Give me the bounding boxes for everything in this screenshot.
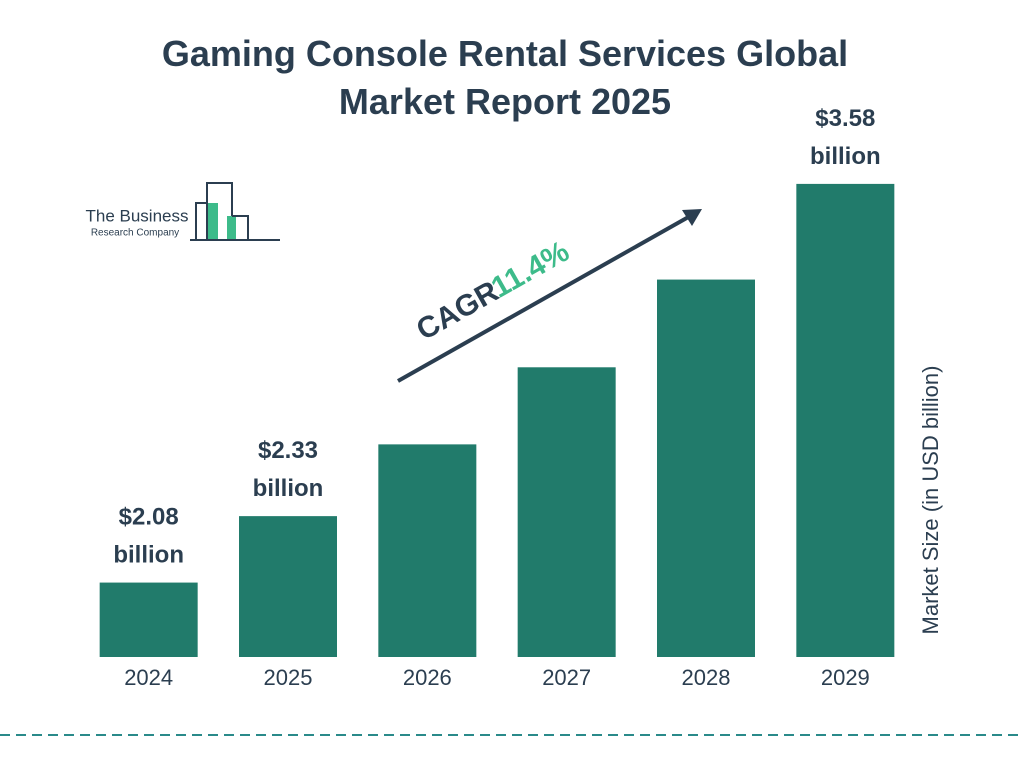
bar xyxy=(239,516,337,657)
cagr-arrowhead xyxy=(682,209,702,226)
logo-subtext: Research Company xyxy=(91,228,179,239)
logo-text: The Business xyxy=(86,206,189,225)
x-tick-label: 2025 xyxy=(264,665,313,690)
cagr-value: 11.4% xyxy=(486,235,575,305)
bar xyxy=(796,183,895,658)
value-label: $3.58 billion xyxy=(810,105,881,170)
chart-title: Gaming Console Rental Services Global Mar… xyxy=(162,33,848,122)
y-axis-label: Market Size (in USD billion) xyxy=(918,366,943,635)
x-tick-label: 2026 xyxy=(403,665,452,690)
value-label: $2.08 billion xyxy=(113,504,184,569)
x-tick-label: 2028 xyxy=(682,665,731,690)
bar xyxy=(99,582,198,657)
logo-icon xyxy=(190,182,280,241)
bar xyxy=(657,279,755,657)
bar xyxy=(378,444,477,657)
bar xyxy=(517,367,616,657)
x-tick-label: 2027 xyxy=(542,665,591,690)
value-label: $2.33 billion xyxy=(253,437,324,502)
cagr-arrow xyxy=(397,213,693,383)
x-tick-label: 2024 xyxy=(124,665,173,690)
x-tick-label: 2029 xyxy=(821,665,870,690)
